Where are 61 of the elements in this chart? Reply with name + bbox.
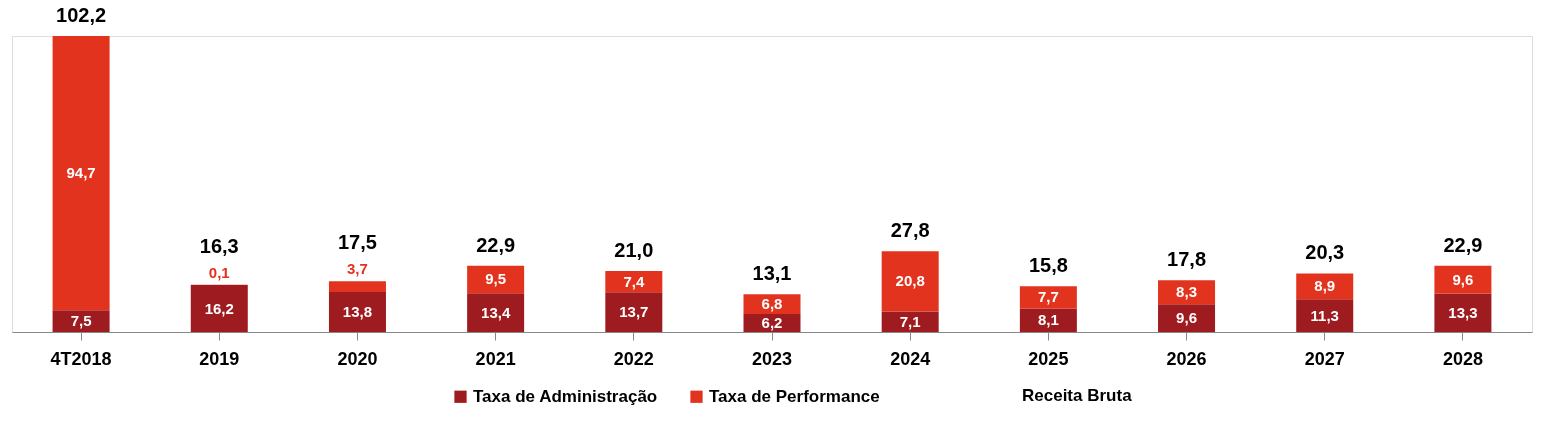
bar xyxy=(190,285,248,332)
data-label: 13,7 xyxy=(619,303,649,321)
x-tick-label: 2020 xyxy=(337,348,378,369)
data-label: 13,4 xyxy=(481,303,511,321)
bar xyxy=(52,36,110,311)
legend-label: Taxa de Performance xyxy=(709,386,880,406)
bar xyxy=(52,310,110,332)
legend-label: Taxa de Administração xyxy=(473,386,658,406)
bar xyxy=(328,292,386,332)
data-label: 7,5 xyxy=(70,312,92,330)
data-label: 20,8 xyxy=(895,272,925,290)
bar xyxy=(1296,299,1354,332)
data-label: 94,7 xyxy=(66,164,96,182)
bar xyxy=(605,292,663,332)
data-label: 6,8 xyxy=(761,295,783,313)
total-label: 20,3 xyxy=(1305,241,1345,264)
data-label: 6,2 xyxy=(761,314,783,332)
data-label: 3,7 xyxy=(347,260,368,278)
x-tick-label: 2025 xyxy=(1028,348,1069,369)
x-tick-label: 2019 xyxy=(199,348,240,369)
data-label: 13,3 xyxy=(1448,303,1478,321)
total-label: 17,8 xyxy=(1167,248,1207,271)
total-label: 22,9 xyxy=(1443,233,1483,256)
x-tick-label: 2023 xyxy=(751,348,793,369)
x-tick-label: 2021 xyxy=(475,348,516,369)
x-tick-label: 2027 xyxy=(1304,348,1345,369)
data-label: 11,3 xyxy=(1310,306,1339,324)
data-label: 9,6 xyxy=(1176,309,1197,327)
total-label: 17,5 xyxy=(337,231,377,254)
bar xyxy=(881,251,939,312)
bar xyxy=(1434,293,1492,332)
data-label: 7,4 xyxy=(623,272,645,290)
total-label: 102,2 xyxy=(56,4,107,26)
x-tick-label: 2028 xyxy=(1442,348,1483,369)
data-label: 0,1 xyxy=(208,263,230,281)
total-label: 16,3 xyxy=(199,234,239,257)
total-label: 22,9 xyxy=(476,233,516,256)
bar xyxy=(328,281,386,293)
total-label: 27,8 xyxy=(890,219,930,242)
text: Receita Bruta xyxy=(1022,386,1133,405)
bar xyxy=(467,293,525,332)
total-label: 13,1 xyxy=(752,262,792,285)
total-label: 15,8 xyxy=(1028,254,1068,277)
x-tick-label: 2026 xyxy=(1166,348,1207,369)
data-label: 7,7 xyxy=(1037,288,1059,306)
x-tick-label: 2022 xyxy=(613,348,654,369)
total-label: 21,0 xyxy=(614,238,654,261)
x-tick-label: 4T2018 xyxy=(50,348,112,369)
bar xyxy=(881,311,939,332)
bar xyxy=(1296,273,1354,300)
data-label: 8,1 xyxy=(1037,311,1059,329)
data-label: 9,5 xyxy=(485,270,507,288)
x-tick-label: 2024 xyxy=(890,348,931,369)
data-label: 7,1 xyxy=(899,312,921,330)
bar xyxy=(1019,286,1077,309)
bar xyxy=(1158,304,1216,332)
data-label: 8,3 xyxy=(1176,283,1197,301)
data-label: 9,6 xyxy=(1452,270,1474,288)
data-label: 16,2 xyxy=(204,299,234,317)
data-label: 8,9 xyxy=(1314,277,1336,295)
data-label: 13,8 xyxy=(342,303,373,321)
